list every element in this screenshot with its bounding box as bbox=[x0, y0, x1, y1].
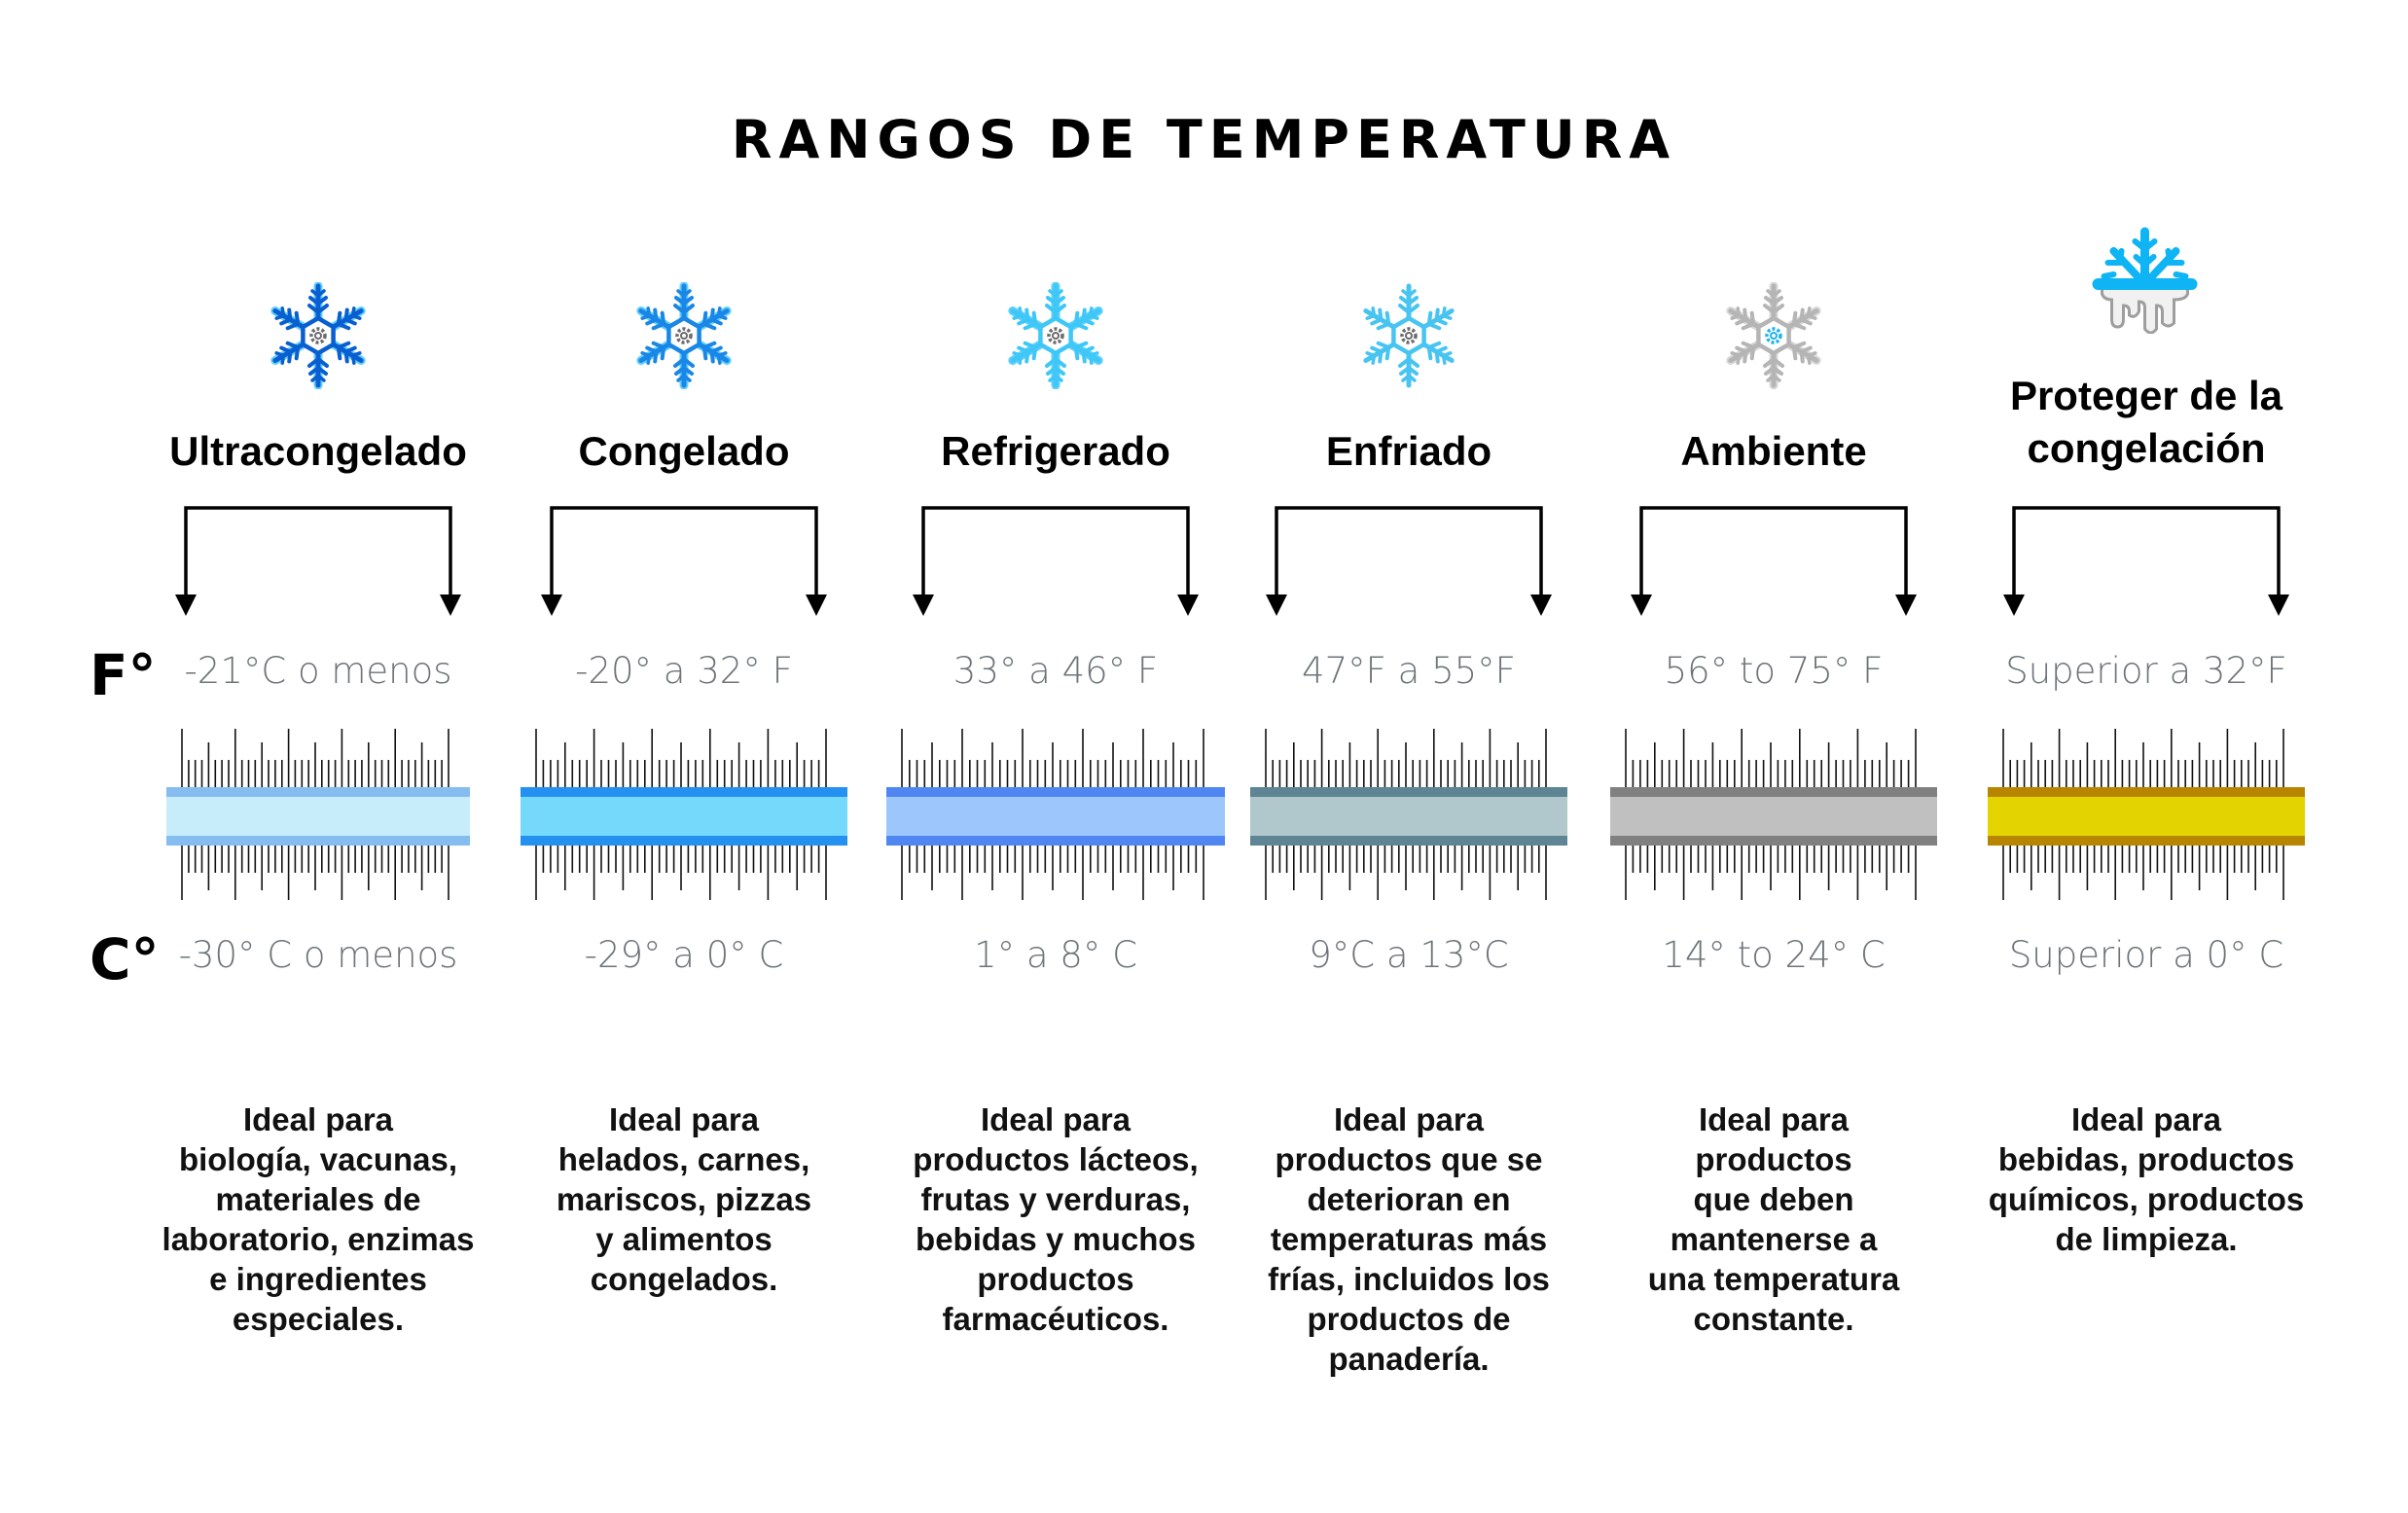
icicle-snowflake-icon bbox=[2091, 222, 2203, 339]
thermometer-scale-bar bbox=[521, 725, 847, 905]
snowflake-outline-icon bbox=[1355, 281, 1462, 394]
description-line: mariscos, pizzas bbox=[556, 1181, 812, 1217]
description-line: biología, vacunas, bbox=[178, 1141, 458, 1177]
thermometer-scale-bar bbox=[166, 725, 470, 905]
range-name: Proteger de la congelación bbox=[2010, 370, 2282, 475]
description-line: mantenerse a bbox=[1670, 1221, 1878, 1257]
description-line: helados, carnes, bbox=[557, 1141, 810, 1177]
celsius-unit-label: C° bbox=[90, 926, 160, 992]
thermometer-scale-bar bbox=[1610, 725, 1937, 905]
snowflake-icon bbox=[265, 281, 372, 394]
range-name-line: Proteger de la bbox=[2009, 373, 2283, 418]
range-name: Ultracongelado bbox=[169, 428, 467, 474]
description-line: productos lácteos, bbox=[913, 1141, 1199, 1177]
description-line: temperaturas más bbox=[1270, 1221, 1548, 1257]
description-line: Ideal para bbox=[1333, 1101, 1485, 1137]
description-line: congelados. bbox=[590, 1261, 778, 1297]
range-column-ambiente: Ambiente 56° to 75° F 14° to 24° C Ideal … bbox=[1550, 0, 1997, 1513]
description-line: productos bbox=[1695, 1141, 1852, 1177]
celsius-range: -29° a 0° C bbox=[584, 934, 784, 976]
range-description: Ideal para helados, carnes, mariscos, pizz… bbox=[509, 1099, 859, 1299]
range-bracket-arrows-icon bbox=[912, 504, 1200, 616]
celsius-range: -30° C o menos bbox=[178, 934, 458, 976]
description-line: y alimentos bbox=[595, 1221, 773, 1257]
thermometer-scale-bar bbox=[1250, 725, 1567, 905]
celsius-range: 14° to 24° C bbox=[1662, 934, 1886, 976]
celsius-range: Superior a 0° C bbox=[2008, 934, 2284, 976]
celsius-range: 9°C a 13°C bbox=[1309, 934, 1509, 976]
description-line: químicos, productos bbox=[1988, 1181, 2305, 1217]
description-line: materiales de bbox=[215, 1181, 421, 1217]
description-line: una temperatura bbox=[1647, 1261, 1900, 1297]
range-bracket-arrows-icon bbox=[1630, 504, 1918, 616]
range-column-enfriado: Enfriado 47°F a 55°F 9°C a 13°C Ideal par… bbox=[1185, 0, 1633, 1513]
description-line: Ideal para bbox=[980, 1101, 1132, 1137]
fahrenheit-range: 33° a 46° F bbox=[952, 650, 1159, 692]
range-bracket-arrows-icon bbox=[2002, 504, 2290, 616]
description-line: farmacéuticos. bbox=[942, 1301, 1169, 1337]
snowflake-icon bbox=[1002, 281, 1109, 394]
range-column-refrigerado: Refrigerado 33° a 46° F 1° a 8° C Ideal p… bbox=[832, 0, 1279, 1513]
description-line: laboratorio, enzimas bbox=[162, 1221, 475, 1257]
description-line: productos que se bbox=[1275, 1141, 1543, 1177]
range-description: Ideal para productos que se deterioran en t… bbox=[1234, 1099, 1584, 1379]
thermometer-scale-bar bbox=[1988, 725, 2305, 905]
range-description: Ideal para biología, vacunas, materiales d… bbox=[143, 1099, 493, 1339]
description-line: e ingredientes bbox=[209, 1261, 427, 1297]
snowflake-icon bbox=[630, 281, 737, 394]
snowflake-gray-icon bbox=[1720, 281, 1827, 394]
fahrenheit-range: 47°F a 55°F bbox=[1302, 650, 1516, 692]
range-description: Ideal para productos que deben mantenerse a… bbox=[1599, 1099, 1949, 1339]
description-line: deterioran en bbox=[1307, 1181, 1511, 1217]
description-line: que deben bbox=[1693, 1181, 1854, 1217]
description-line: bebidas, productos bbox=[1997, 1141, 2295, 1177]
fahrenheit-unit-label: F° bbox=[90, 642, 157, 708]
range-bracket-arrows-icon bbox=[540, 504, 828, 616]
thermometer-scale-bar bbox=[886, 725, 1225, 905]
range-column-proteger: Proteger de la congelación Superior a 32°… bbox=[1923, 0, 2370, 1513]
description-line: frías, incluidos los bbox=[1268, 1261, 1550, 1297]
range-name: Congelado bbox=[578, 428, 790, 474]
page-title: RANGOS DE TEMPERATURA bbox=[731, 109, 1677, 170]
range-bracket-arrows-icon bbox=[174, 504, 462, 616]
description-line: especiales. bbox=[232, 1301, 405, 1337]
fahrenheit-range: -21°C o menos bbox=[184, 650, 452, 692]
range-bracket-arrows-icon bbox=[1265, 504, 1553, 616]
description-line: productos de bbox=[1307, 1301, 1511, 1337]
description-line: productos bbox=[977, 1261, 1134, 1297]
description-line: constante. bbox=[1693, 1301, 1854, 1337]
description-line: bebidas y muchos bbox=[916, 1221, 1196, 1257]
range-name: Enfriado bbox=[1325, 428, 1492, 474]
range-name: Ambiente bbox=[1680, 428, 1867, 474]
range-description: Ideal para productos lácteos, frutas y ver… bbox=[881, 1099, 1231, 1339]
description-line: Ideal para bbox=[1698, 1101, 1850, 1137]
range-column-ultracongelado: Ultracongelado -21°C o menos -30° C o me… bbox=[94, 0, 542, 1513]
range-name: Refrigerado bbox=[941, 428, 1170, 474]
fahrenheit-range: 56° to 75° F bbox=[1664, 650, 1884, 692]
description-line: de limpieza. bbox=[2055, 1221, 2238, 1257]
range-column-congelado: Congelado -20° a 32° F -29° a 0° C Ideal … bbox=[460, 0, 908, 1513]
description-line: Ideal para bbox=[2070, 1101, 2222, 1137]
description-line: frutas y verduras, bbox=[920, 1181, 1191, 1217]
range-name-line: congelación bbox=[2027, 425, 2266, 471]
range-description: Ideal para bebidas, productos químicos, pr… bbox=[1971, 1099, 2321, 1259]
celsius-range: 1° a 8° C bbox=[974, 934, 1137, 976]
fahrenheit-range: -20° a 32° F bbox=[575, 650, 793, 692]
description-line: Ideal para bbox=[242, 1101, 394, 1137]
description-line: Ideal para bbox=[608, 1101, 760, 1137]
fahrenheit-range: Superior a 32°F bbox=[2005, 650, 2287, 692]
description-line: panadería. bbox=[1328, 1341, 1490, 1377]
